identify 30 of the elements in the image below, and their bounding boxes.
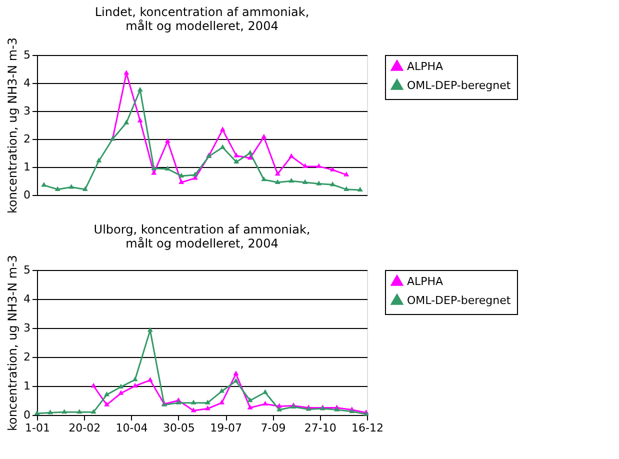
y-tick-label: 2 (24, 350, 30, 364)
y-tick-label: 4 (24, 292, 30, 306)
text: målt og modelleret, 2004 (126, 18, 278, 33)
text: målt og modelleret, 2004 (126, 236, 278, 250)
legend-label: ALPHA (407, 60, 444, 73)
y-tick-label: 0 (24, 188, 30, 202)
x-tick-label: 7-09 (260, 422, 286, 434)
x-tick-label: 10-04 (116, 422, 148, 434)
text: Lindet, koncentration af ammoniak, (94, 4, 310, 19)
y-tick-label: 2 (24, 132, 30, 146)
legend-label: OML-DEP-beregnet (407, 294, 512, 307)
y-tick-label: 3 (24, 104, 30, 118)
x-tick-label: 20-02 (68, 422, 101, 434)
y-axis-title: koncentration, ug NH3-N m-3 (6, 254, 20, 432)
y-axis-title: koncentration, ug NH3-N m-3 (6, 37, 20, 214)
legend-label: ALPHA (407, 275, 444, 288)
y-tick-label: 3 (24, 322, 30, 334)
y-tick-label: 0 (24, 408, 30, 422)
text: Ulborg, koncentration af ammoniak, (94, 222, 310, 236)
x-tick-label: 30-05 (162, 422, 195, 434)
x-tick-label: 27-10 (304, 422, 336, 434)
y-tick-label: 1 (24, 160, 30, 174)
y-tick-label: 5 (24, 264, 30, 276)
y-tick-label: 5 (24, 48, 30, 62)
y-tick-label: 4 (24, 76, 30, 90)
x-tick-label: 19-07 (210, 422, 242, 434)
x-tick-label: 16-12 (352, 422, 384, 434)
x-tick-label: 1-01 (25, 422, 50, 434)
legend-label: OML-DEP-beregnet (407, 79, 512, 92)
y-tick-label: 1 (24, 380, 30, 392)
